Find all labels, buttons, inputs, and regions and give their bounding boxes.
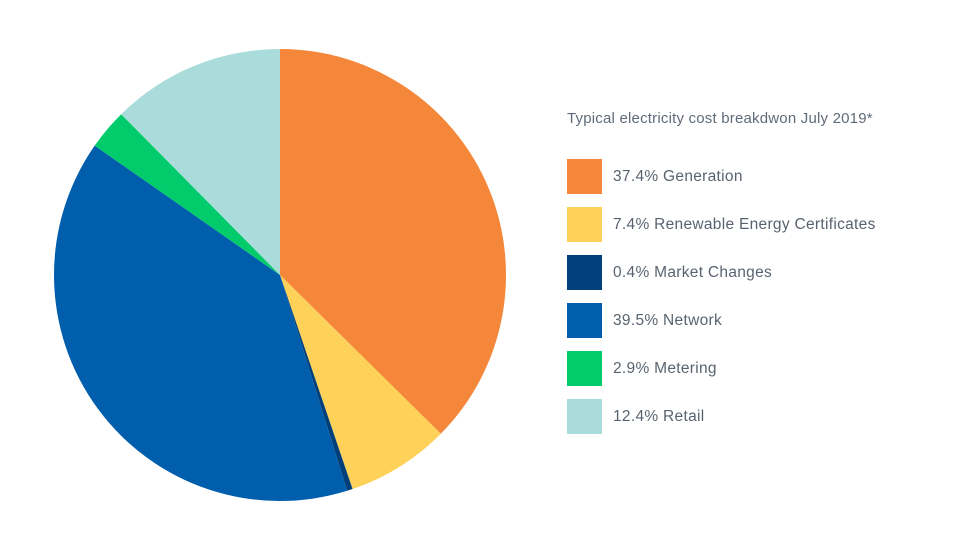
legend-swatch-renewable-energy-certificates xyxy=(567,207,602,242)
pie-slice-renewable-energy-certificates xyxy=(280,275,441,490)
pie-slice-network xyxy=(53,145,348,502)
legend-swatch-network xyxy=(567,303,602,338)
pie-slice-market-changes xyxy=(280,275,353,491)
pie-slice-generation xyxy=(280,49,507,434)
pie-slice-metering xyxy=(94,114,280,275)
legend-item-generation: 37.4% Generation xyxy=(567,159,967,194)
legend-item-metering: 2.9% Metering xyxy=(567,351,967,386)
legend-label-retail: 12.4% Retail xyxy=(613,407,705,425)
legend-label-metering: 2.9% Metering xyxy=(613,359,717,377)
pie-slices xyxy=(53,49,507,502)
legend-swatch-generation xyxy=(567,159,602,194)
legend: Typical electricity cost breakdwon July … xyxy=(567,110,967,447)
legend-swatch-retail xyxy=(567,399,602,434)
chart-title: Typical electricity cost breakdwon July … xyxy=(567,110,873,127)
legend-item-renewable-energy-certificates: 7.4% Renewable Energy Certificates xyxy=(567,207,967,242)
legend-item-market-changes: 0.4% Market Changes xyxy=(567,255,967,290)
legend-label-network: 39.5% Network xyxy=(613,311,723,329)
legend-swatch-market-changes xyxy=(567,255,602,290)
legend-swatch-metering xyxy=(567,351,602,386)
pie-slice-retail xyxy=(121,49,280,275)
legend-label-generation: 37.4% Generation xyxy=(613,167,743,185)
legend-label-renewable-energy-certificates: 7.4% Renewable Energy Certificates xyxy=(613,215,876,233)
legend-item-retail: 12.4% Retail xyxy=(567,399,967,434)
legend-label-market-changes: 0.4% Market Changes xyxy=(613,263,773,281)
legend-item-network: 39.5% Network xyxy=(567,303,967,338)
